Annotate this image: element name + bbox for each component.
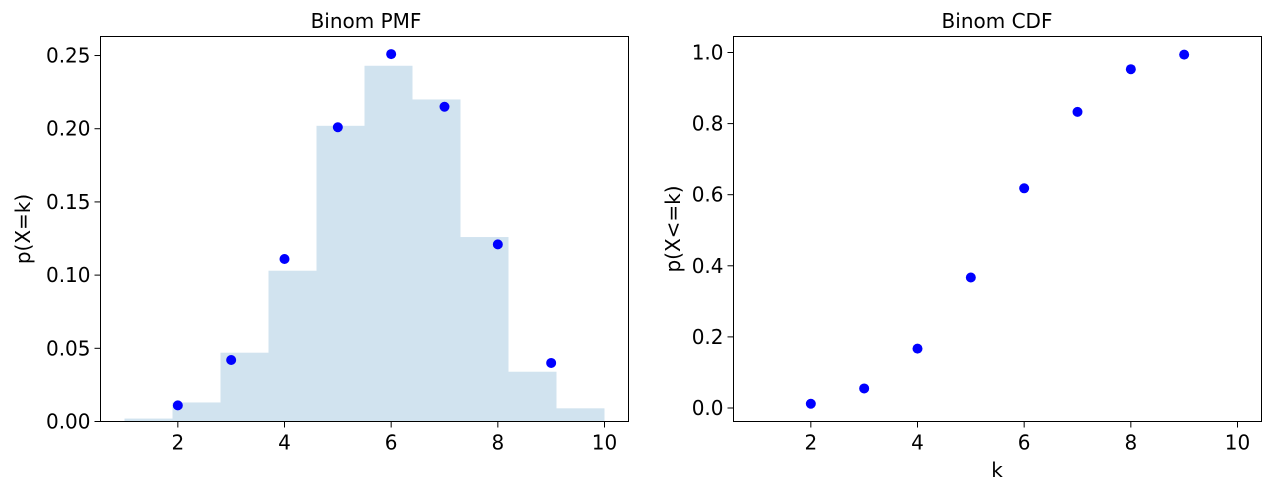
- pmf-axes-frame: [100, 36, 629, 422]
- pmf-xticks: 2 4 6 8 10: [171, 421, 617, 455]
- data-point: [1125, 64, 1136, 75]
- x-tick-label: 10: [592, 431, 617, 455]
- x-tick-label: 4: [278, 431, 291, 455]
- data-point: [965, 272, 976, 283]
- histogram-bar: [556, 408, 605, 422]
- data-point: [1072, 106, 1083, 117]
- data-point: [492, 239, 503, 250]
- pmf-panel: Binom PMF p(X=k) 2 4 6 8 10 0.00 0.05 0.10 0.15…: [11, 9, 629, 455]
- data-point: [226, 355, 237, 366]
- pmf-ylabel: p(X=k): [11, 194, 35, 264]
- y-tick-label: 0.10: [46, 263, 91, 287]
- y-tick-label: 0.05: [46, 336, 91, 360]
- x-tick-label: 2: [171, 431, 184, 455]
- y-tick-label: 0.8: [692, 112, 724, 136]
- x-tick-label: 10: [1225, 431, 1250, 455]
- cdf-panel: Binom CDF p(X<=k) k 2 4 6 8 10 0.00.20.40.60…: [661, 9, 1262, 482]
- y-tick-label: 0.25: [46, 44, 91, 68]
- histogram-bar: [508, 371, 557, 422]
- cdf-yticks: 0.0 0.2 0.4 0.6 0.8 1.0: [692, 40, 734, 420]
- data-point: [172, 400, 183, 411]
- pmf-histogram: [124, 65, 605, 422]
- pmf-yticks: 0.00 0.05 0.10 0.15 0.20 0.25: [46, 44, 101, 434]
- histogram-bar: [412, 99, 461, 422]
- pmf-points: [172, 49, 557, 411]
- y-tick-label: 0.4: [692, 254, 724, 278]
- cdf-title: Binom CDF: [942, 9, 1053, 33]
- y-tick-label: 0.2: [692, 325, 724, 349]
- cdf-points: [805, 49, 1190, 409]
- histogram-bar: [268, 270, 317, 422]
- data-point: [1019, 183, 1030, 194]
- cdf-xticks: 2 4 6 8 10: [804, 421, 1250, 455]
- histogram-bar: [364, 65, 413, 422]
- histogram-bar: [460, 237, 509, 422]
- y-tick-label: 0.20: [46, 117, 91, 141]
- x-tick-label: 8: [1124, 431, 1137, 455]
- data-point: [805, 398, 816, 409]
- cdf-ylabel: p(X<=k): [661, 185, 685, 272]
- y-tick-label: 0.6: [692, 183, 724, 207]
- data-point: [859, 383, 870, 394]
- data-point: [386, 49, 397, 60]
- histogram-bar: [124, 418, 173, 422]
- y-tick-label: 0.15: [46, 190, 91, 214]
- histogram-bar: [316, 125, 365, 422]
- data-point: [439, 101, 450, 112]
- y-tick-label: 0.0: [692, 396, 724, 420]
- cdf-axes-frame: [733, 36, 1262, 422]
- pmf-title: Binom PMF: [311, 9, 422, 33]
- y-tick-label: 1.0: [692, 40, 724, 64]
- x-tick-label: 4: [911, 431, 924, 455]
- x-tick-label: 6: [1018, 431, 1031, 455]
- histogram-bar: [172, 402, 221, 422]
- data-point: [1179, 49, 1190, 60]
- x-tick-label: 2: [804, 431, 817, 455]
- data-point: [332, 122, 343, 133]
- cdf-xlabel: k: [991, 458, 1003, 482]
- x-tick-label: 6: [385, 431, 398, 455]
- x-tick-label: 8: [491, 431, 504, 455]
- data-point: [546, 357, 557, 368]
- data-point: [912, 343, 923, 354]
- y-tick-label: 0.00: [46, 410, 91, 434]
- data-point: [279, 254, 290, 265]
